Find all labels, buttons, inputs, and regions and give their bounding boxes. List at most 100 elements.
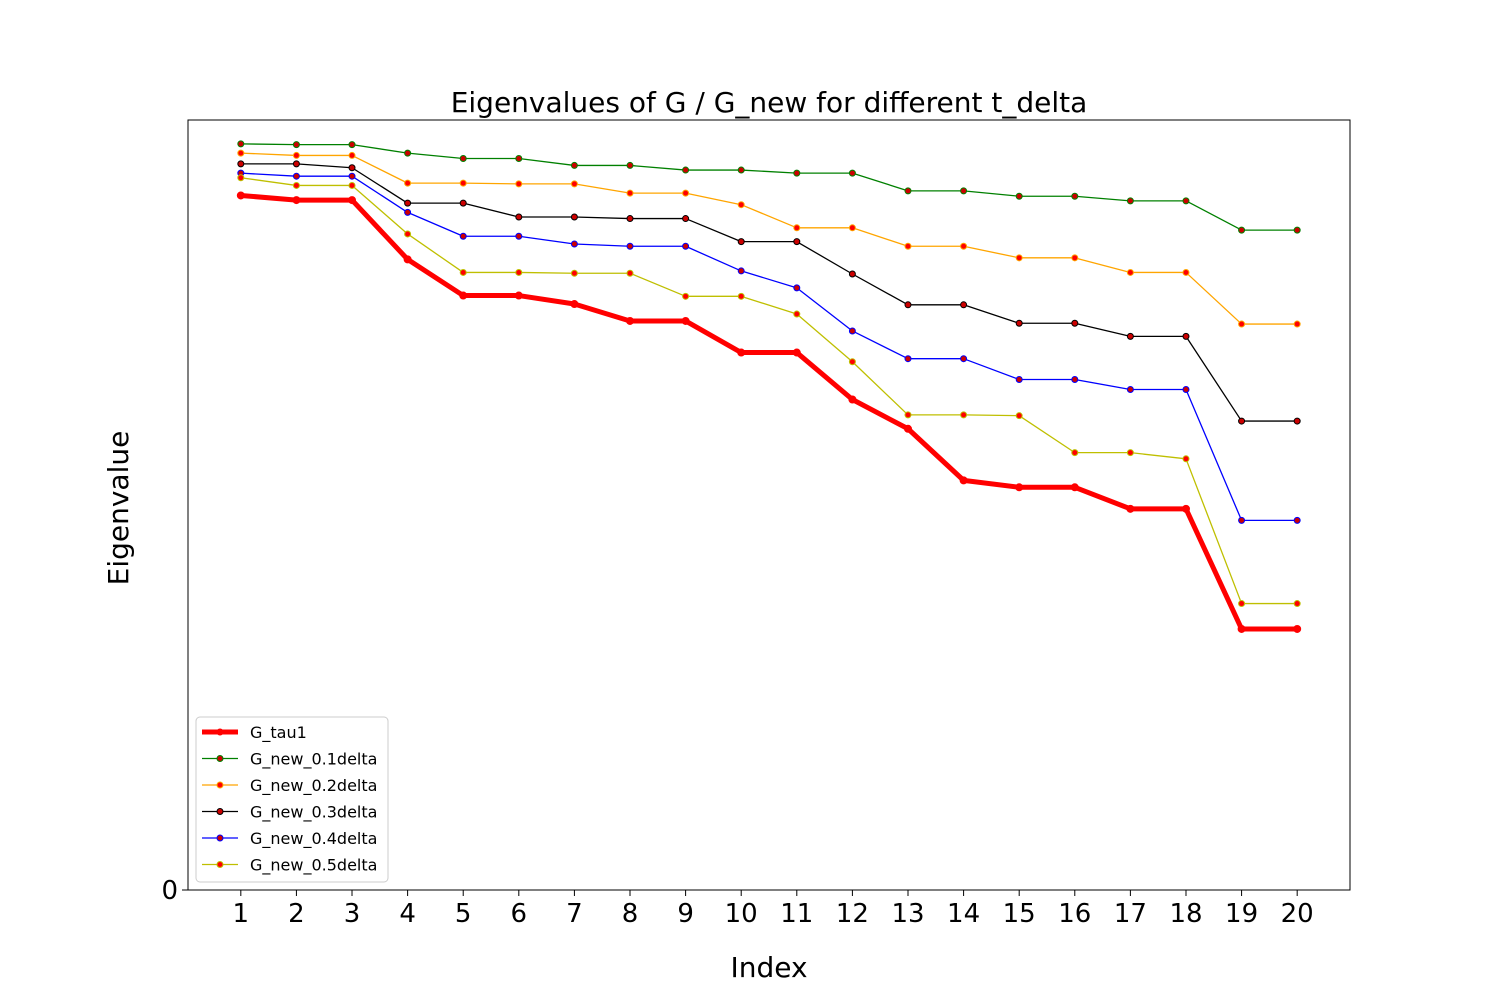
data-point — [1238, 600, 1246, 608]
legend-label: G_new_0.5delta — [250, 856, 377, 876]
data-point — [1015, 483, 1024, 492]
data-point — [626, 161, 634, 169]
y-axis-ticks: 0 — [161, 876, 188, 906]
data-point — [292, 181, 300, 189]
data-point — [793, 224, 801, 232]
data-point — [1182, 455, 1190, 463]
legend-label: G_new_0.4delta — [250, 829, 377, 849]
data-point — [904, 355, 912, 363]
data-point — [292, 172, 300, 180]
data-point — [1070, 483, 1079, 492]
data-point — [404, 149, 412, 157]
data-point — [404, 179, 412, 187]
data-point — [515, 232, 523, 240]
series-G_new_0.4delta — [237, 169, 1301, 524]
x-tick-label: 5 — [455, 899, 472, 929]
series-G_tau1 — [236, 191, 1302, 633]
x-tick-label: 18 — [1169, 899, 1202, 929]
x-tick-label: 1 — [233, 899, 250, 929]
legend-item: G_new_0.5delta — [202, 856, 377, 876]
data-point — [848, 270, 856, 278]
data-point — [1293, 320, 1301, 328]
x-tick-label: 8 — [622, 899, 639, 929]
data-point — [1071, 375, 1079, 383]
data-point — [959, 476, 968, 485]
data-point — [348, 151, 356, 159]
data-point — [1015, 375, 1023, 383]
data-point — [459, 232, 467, 240]
data-point — [1182, 386, 1190, 393]
series-G_new_0.1delta — [237, 140, 1301, 234]
legend-label: G_tau1 — [250, 723, 307, 743]
data-point — [681, 316, 690, 325]
data-point — [292, 151, 300, 159]
data-point — [570, 300, 579, 309]
x-axis-ticks: 1 2 3 4 5 6 7 8 9 10 11 12 13 14 15 16 17 18 19 20 — [233, 890, 1314, 929]
legend-item: G_tau1 — [202, 723, 307, 743]
data-point — [960, 301, 968, 309]
data-point — [904, 187, 912, 195]
legend: G_tau1 G_new_0.1delta G_new_0.2delta G_new_… — [195, 716, 389, 883]
data-point — [1182, 197, 1190, 205]
data-point — [626, 269, 634, 277]
data-point — [237, 140, 245, 148]
x-tick-label: 17 — [1114, 899, 1147, 929]
data-point — [682, 215, 690, 223]
data-point — [848, 327, 856, 335]
legend-frame — [195, 716, 389, 883]
data-point — [682, 242, 690, 250]
data-point — [515, 155, 523, 162]
series-line — [240, 152, 1298, 325]
data-point — [237, 160, 245, 168]
x-tick-label: 14 — [947, 899, 980, 929]
data-point — [848, 395, 857, 404]
data-point — [1126, 504, 1135, 513]
data-point — [1182, 268, 1190, 276]
data-point — [626, 242, 634, 250]
legend-marker — [216, 861, 224, 868]
chart-title: Eigenvalues of G / G_new for different t… — [451, 86, 1088, 119]
x-tick-label: 13 — [891, 899, 924, 929]
legend-item: G_new_0.1delta — [202, 750, 377, 770]
data-point — [682, 189, 690, 197]
data-point — [570, 161, 578, 169]
data-point — [1238, 320, 1246, 328]
legend-marker — [216, 755, 224, 762]
data-point — [459, 268, 467, 276]
series-line — [240, 192, 1298, 632]
data-point — [570, 213, 578, 221]
data-point — [348, 172, 356, 180]
x-tick-label: 6 — [511, 899, 528, 929]
data-point — [1015, 412, 1023, 420]
x-tick-label: 19 — [1225, 899, 1258, 929]
legend-label: G_new_0.3delta — [250, 803, 377, 823]
data-point — [515, 180, 523, 188]
x-tick-label: 15 — [1003, 899, 1036, 929]
data-point — [570, 269, 578, 277]
legend-item: G_new_0.2delta — [202, 776, 377, 796]
y-axis-label: Eigenvalue — [102, 431, 135, 586]
data-point — [459, 199, 467, 207]
data-point — [904, 301, 912, 309]
data-point — [682, 292, 690, 300]
data-point — [237, 149, 245, 157]
data-point — [848, 169, 856, 177]
data-point — [515, 213, 523, 221]
data-point — [237, 174, 245, 182]
data-point — [626, 316, 635, 325]
series-G_new_0.3delta — [237, 160, 1301, 425]
legend-marker — [216, 808, 224, 815]
data-point — [1126, 449, 1134, 457]
data-point — [792, 348, 801, 357]
data-point — [515, 268, 523, 276]
data-point — [348, 141, 356, 149]
data-point — [1293, 417, 1301, 425]
legend-item: G_new_0.3delta — [202, 803, 377, 823]
data-point — [793, 310, 801, 318]
data-point — [570, 240, 578, 248]
x-tick-label: 10 — [725, 899, 758, 929]
x-tick-label: 20 — [1281, 899, 1314, 929]
data-point — [348, 196, 357, 205]
data-point — [960, 187, 968, 195]
